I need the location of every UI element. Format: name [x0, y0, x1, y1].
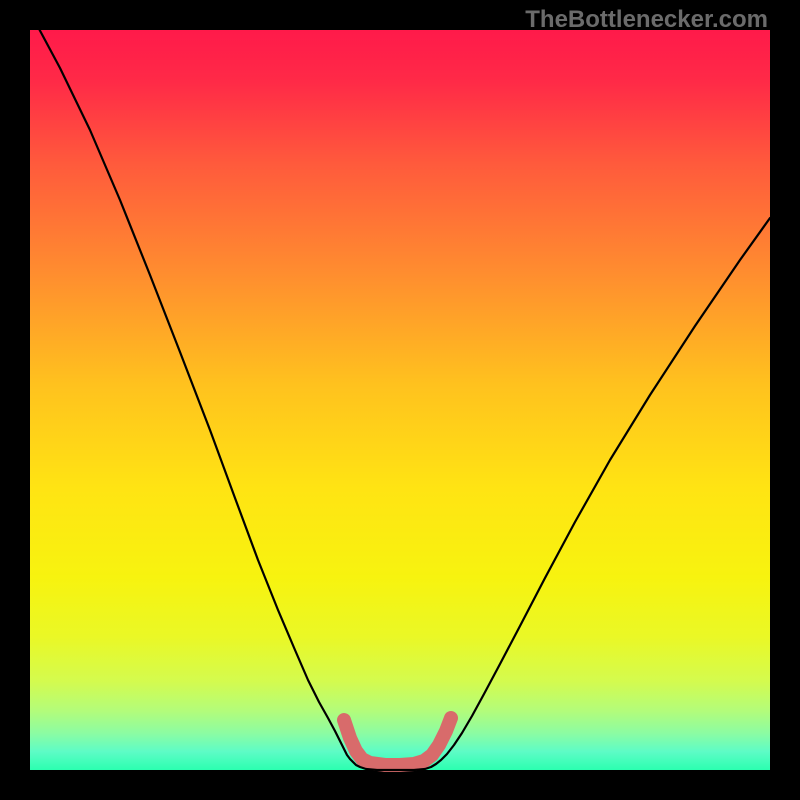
heat-gradient-area	[30, 30, 770, 770]
watermark-text: TheBottlenecker.com	[525, 6, 768, 34]
bottleneck-chart-svg	[0, 0, 800, 800]
chart-canvas: TheBottlenecker.com	[0, 0, 800, 800]
